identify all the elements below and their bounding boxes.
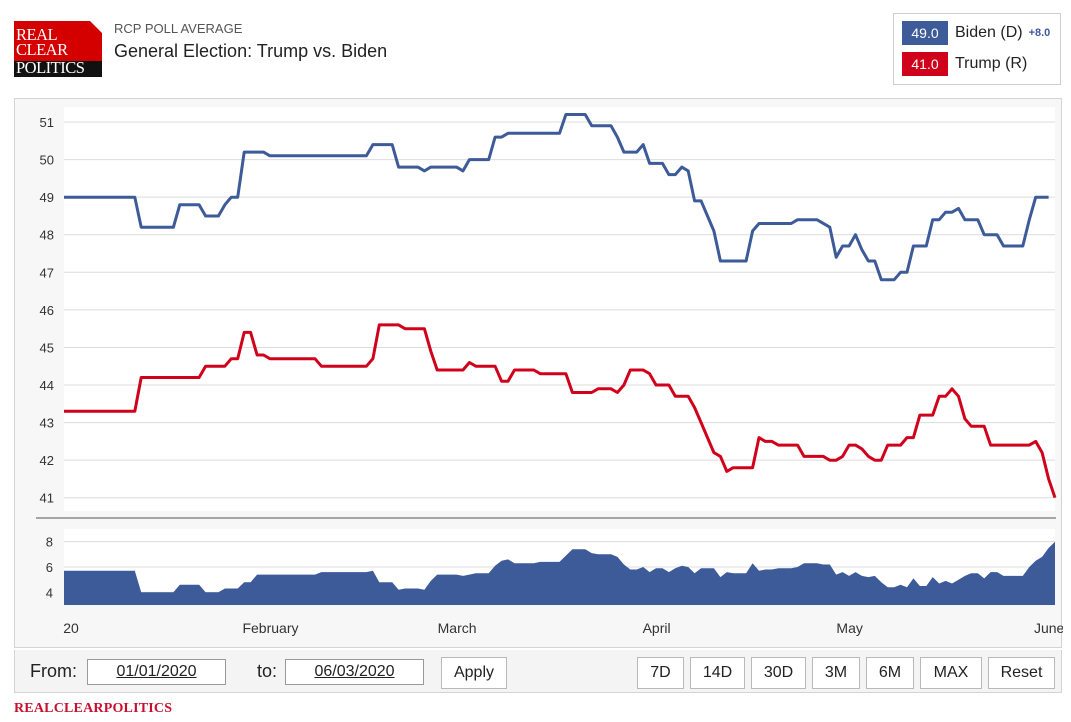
reset-button[interactable]: Reset (988, 657, 1055, 689)
spread-y-tick-label-6: 6 (46, 560, 53, 575)
legend-biden-value: 49.0 (902, 21, 948, 45)
date-range-controls: From: to: Apply 7D 14D 30D 3M 6M MAX Res… (14, 650, 1062, 693)
spread-area (64, 541, 1055, 605)
trump-series-line (64, 323, 1057, 499)
rcp-logo: REAL CLEAR POLITICS (14, 21, 102, 77)
logo-line-2: CLEAR (16, 40, 68, 59)
legend-biden-spread: +8.0 (1028, 27, 1051, 39)
legend: 49.0 Biden (D) +8.0 41.0 Trump (R) (893, 13, 1061, 85)
range-max-button[interactable]: MAX (920, 657, 982, 689)
to-date-input[interactable] (285, 659, 424, 685)
range-6m-button[interactable]: 6M (866, 657, 914, 689)
footer-brand: REALCLEARPOLITICS (14, 701, 173, 716)
to-label: to: (257, 661, 278, 681)
x-tick-label-20: 20 (63, 620, 79, 636)
x-tick-label-june: June (1034, 620, 1063, 636)
chart-subtitle: RCP POLL AVERAGE (114, 21, 243, 36)
y-tick-label-46: 46 (40, 303, 54, 318)
legend-biden-name: Biden (D) (955, 24, 1023, 41)
y-tick-label-43: 43 (40, 416, 54, 431)
x-tick-label-march: March (438, 620, 477, 636)
chart-frame: 41 42 43 44 45 46 47 48 49 50 51 4 6 8 20 February March… (14, 98, 1063, 649)
y-tick-label-45: 45 (40, 340, 54, 355)
y-tick-label-44: 44 (40, 378, 54, 393)
main-plot-background (64, 107, 1055, 511)
x-tick-label-may: May (836, 620, 862, 636)
range-7d-button[interactable]: 7D (637, 657, 684, 689)
x-tick-label-february: February (242, 620, 298, 636)
y-tick-label-50: 50 (40, 153, 54, 168)
legend-trump-name: Trump (R) (955, 55, 1028, 72)
legend-trump-value: 41.0 (902, 52, 948, 76)
y-tick-label-41: 41 (40, 491, 54, 506)
y-tick-label-48: 48 (40, 228, 54, 243)
chart-title: General Election: Trump vs. Biden (114, 41, 388, 61)
from-label: From: (30, 661, 77, 681)
spread-y-tick-label-8: 8 (46, 535, 53, 550)
range-3m-button[interactable]: 3M (812, 657, 860, 689)
logo-fold (90, 21, 102, 33)
apply-button[interactable]: Apply (441, 657, 507, 689)
range-14d-button[interactable]: 14D (690, 657, 745, 689)
y-tick-label-49: 49 (40, 190, 54, 205)
y-tick-label-47: 47 (40, 265, 54, 280)
logo-line-1: REAL (16, 25, 58, 44)
legend-biden[interactable]: 49.0 Biden (D) +8.0 (902, 21, 1050, 45)
range-30d-button[interactable]: 30D (751, 657, 806, 689)
biden-series-line (64, 113, 1049, 282)
y-tick-label-51: 51 (40, 115, 54, 130)
logo-black-band (14, 61, 102, 77)
from-date-input[interactable] (87, 659, 226, 685)
logo-line-3: POLITICS (16, 58, 85, 77)
spread-y-tick-label-4: 4 (46, 585, 53, 600)
legend-trump[interactable]: 41.0 Trump (R) (902, 52, 1027, 76)
y-tick-label-42: 42 (40, 453, 54, 468)
x-tick-label-april: April (643, 620, 671, 636)
